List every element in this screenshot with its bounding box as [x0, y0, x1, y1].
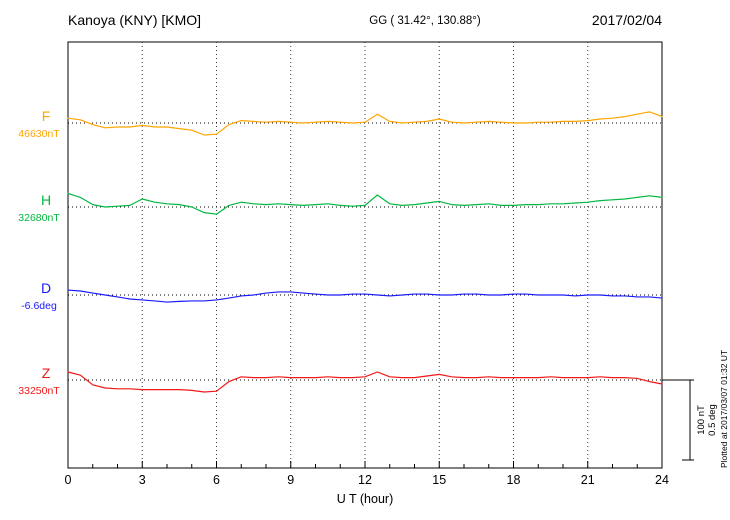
x-tick-label: 0: [65, 473, 72, 487]
gridlines: [141, 42, 589, 468]
x-tick-labels: 0 3 6 9 12 15 18 21 24: [65, 473, 669, 487]
axis-ticks: [67, 461, 663, 468]
x-tick-label: 24: [655, 473, 669, 487]
component-letter-Z: Z: [42, 365, 51, 381]
scale-bar: 100 nT 0.5 deg: [662, 379, 718, 461]
x-tick-label: 18: [507, 473, 521, 487]
x-tick-label: 6: [213, 473, 220, 487]
x-tick-label: 15: [432, 473, 446, 487]
station-title: Kanoya (KNY) [KMO]: [68, 12, 201, 28]
x-tick-label: 3: [139, 473, 146, 487]
trace-D: [67, 289, 663, 303]
trace-H: [67, 192, 663, 215]
x-tick-label: 9: [287, 473, 294, 487]
trace-F: [67, 111, 663, 136]
component-baselines: [68, 122, 662, 381]
component-value-F: 46630nT: [18, 128, 60, 140]
gg-coordinates: GG ( 31.42°, 130.88°): [369, 15, 481, 27]
plot-date: 2017/02/04: [592, 12, 662, 28]
x-tick-label: 12: [358, 473, 372, 487]
x-tick-label: 21: [581, 473, 595, 487]
component-labels: F 46630nT H 32680nT D -6.6deg Z 33250nT: [18, 108, 60, 397]
component-value-Z: 33250nT: [18, 385, 60, 397]
plotted-at-note: Plotted at 2017/03/07 01:32 UT: [719, 350, 729, 468]
component-letter-H: H: [41, 192, 51, 208]
component-value-H: 32680nT: [18, 212, 60, 224]
scale-label-nt: 100 nT: [696, 405, 707, 435]
x-axis-label: U T (hour): [337, 492, 394, 506]
component-value-D: -6.6deg: [21, 300, 57, 312]
scale-label-deg: 0.5 deg: [707, 404, 718, 436]
data-traces: [67, 111, 663, 393]
component-letter-D: D: [41, 280, 51, 296]
trace-Z: [67, 371, 663, 393]
component-letter-F: F: [42, 108, 51, 124]
